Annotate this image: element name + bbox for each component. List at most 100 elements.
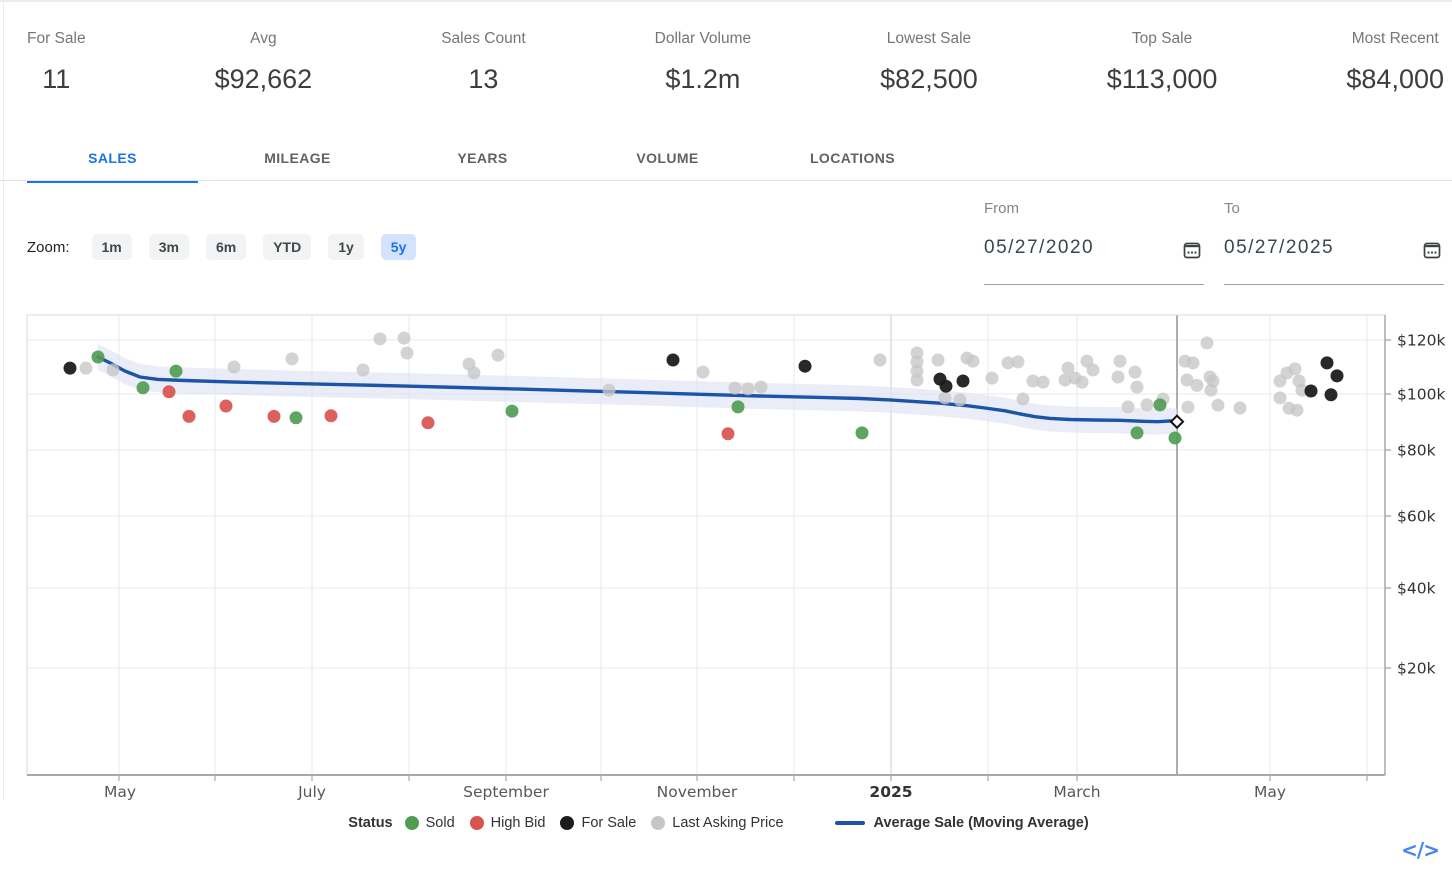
data-point-last_asking[interactable] <box>966 354 980 368</box>
zoom-3m[interactable]: 3m <box>148 234 189 260</box>
data-point-sold[interactable] <box>1168 431 1182 445</box>
data-point-last_asking[interactable] <box>1288 362 1302 376</box>
data-point-last_asking[interactable] <box>910 364 924 378</box>
data-point-last_asking[interactable] <box>754 380 768 394</box>
data-point-for_sale[interactable] <box>1330 369 1344 383</box>
data-point-last_asking[interactable] <box>1186 356 1200 370</box>
data-point-last_asking[interactable] <box>227 360 241 374</box>
data-point-last_asking[interactable] <box>1001 356 1015 370</box>
data-point-for_sale[interactable] <box>1324 388 1338 402</box>
data-point-last_asking[interactable] <box>400 346 414 360</box>
tab-years[interactable]: YEARS <box>457 150 508 166</box>
data-point-last_asking[interactable] <box>910 373 924 387</box>
data-point-sold[interactable] <box>1130 426 1144 440</box>
tab-sales[interactable]: SALES <box>27 138 198 183</box>
price-history-chart[interactable]: $120k $100k $80k $60k $40k $20k May July Septemb… <box>0 300 1452 820</box>
data-point-for_sale[interactable] <box>1304 384 1318 398</box>
data-point-last_asking[interactable] <box>1036 375 1050 389</box>
data-point-last_asking[interactable] <box>938 391 952 405</box>
data-point-last_asking[interactable] <box>873 353 887 367</box>
zoom-ytd[interactable]: YTD <box>263 234 312 260</box>
data-point-last_asking[interactable] <box>1016 392 1030 406</box>
data-point-last_asking[interactable] <box>1113 354 1127 368</box>
data-point-for_sale[interactable] <box>63 361 77 375</box>
legend-item-high-bid[interactable]: High Bid <box>469 815 545 831</box>
data-point-last_asking[interactable] <box>741 382 755 396</box>
data-point-sold[interactable] <box>91 350 105 364</box>
tab-locations[interactable]: LOCATIONS <box>809 150 895 166</box>
data-point-sold[interactable] <box>505 404 519 418</box>
zoom-1y[interactable]: 1y <box>328 234 364 260</box>
data-point-for_sale[interactable] <box>956 374 970 388</box>
data-point-last_asking[interactable] <box>1190 378 1204 392</box>
data-point-last_asking[interactable] <box>467 366 481 380</box>
data-point-last_asking[interactable] <box>1128 365 1142 379</box>
data-point-sold[interactable] <box>731 400 745 414</box>
data-point-last_asking[interactable] <box>1130 380 1144 394</box>
data-point-last_asking[interactable] <box>1180 373 1194 387</box>
data-point-high_bid[interactable] <box>421 416 435 430</box>
data-point-last_asking[interactable] <box>728 381 742 395</box>
calendar-icon[interactable] <box>1182 240 1202 265</box>
data-point-high_bid[interactable] <box>182 409 196 423</box>
data-point-last_asking[interactable] <box>356 363 370 377</box>
data-point-for_sale[interactable] <box>666 353 680 367</box>
data-point-last_asking[interactable] <box>1121 400 1135 414</box>
zoom-5y[interactable]: 5y <box>380 234 417 260</box>
calendar-icon[interactable] <box>1422 240 1442 265</box>
data-point-sold[interactable] <box>289 411 303 425</box>
data-point-sold[interactable] <box>855 426 869 440</box>
data-point-last_asking[interactable] <box>1211 398 1225 412</box>
data-point-sold[interactable] <box>169 364 183 378</box>
data-point-last_asking[interactable] <box>373 332 387 346</box>
data-point-last_asking[interactable] <box>397 331 411 345</box>
embed-code-icon[interactable]: </> <box>1401 838 1440 862</box>
data-point-sold[interactable] <box>136 381 150 395</box>
data-point-last_asking[interactable] <box>106 363 120 377</box>
data-point-last_asking[interactable] <box>79 361 93 375</box>
data-point-for_sale[interactable] <box>1320 356 1334 370</box>
date-from-input[interactable]: 05/27/2020 <box>984 237 1095 258</box>
data-point-high_bid[interactable] <box>162 385 176 399</box>
series-end-marker[interactable] <box>1169 414 1185 430</box>
data-point-high_bid[interactable] <box>721 427 735 441</box>
data-point-last_asking[interactable] <box>1011 355 1025 369</box>
legend-item-for-sale[interactable]: For Sale <box>560 815 636 831</box>
legend-item-last-asking[interactable]: Last Asking Price <box>651 815 784 831</box>
data-point-high_bid[interactable] <box>324 409 338 423</box>
data-point-last_asking[interactable] <box>1111 370 1125 384</box>
data-point-for_sale[interactable] <box>939 379 953 393</box>
data-point-last_asking[interactable] <box>910 346 924 360</box>
data-point-last_asking[interactable] <box>491 348 505 362</box>
data-point-last_asking[interactable] <box>1140 398 1154 412</box>
data-point-last_asking[interactable] <box>931 353 945 367</box>
data-point-last_asking[interactable] <box>1181 400 1195 414</box>
data-point-last_asking[interactable] <box>910 355 924 369</box>
data-point-last_asking[interactable] <box>985 371 999 385</box>
data-point-last_asking[interactable] <box>1233 401 1247 415</box>
tab-volume[interactable]: VOLUME <box>636 150 699 166</box>
data-point-last_asking[interactable] <box>1061 361 1075 375</box>
data-point-last_asking[interactable] <box>696 365 710 379</box>
data-point-last_asking[interactable] <box>1075 375 1089 389</box>
data-point-last_asking[interactable] <box>1086 363 1100 377</box>
data-point-last_asking[interactable] <box>1273 391 1287 405</box>
tab-mileage[interactable]: MILEAGE <box>264 150 331 166</box>
data-point-last_asking[interactable] <box>1058 373 1072 387</box>
zoom-1m[interactable]: 1m <box>91 234 132 260</box>
zoom-6m[interactable]: 6m <box>205 234 247 260</box>
data-point-for_sale[interactable] <box>798 359 812 373</box>
data-point-last_asking[interactable] <box>285 352 299 366</box>
date-to-input[interactable]: 05/27/2025 <box>1224 237 1335 258</box>
legend-item-average-sale[interactable]: Average Sale (Moving Average) <box>834 815 1089 831</box>
data-point-last_asking[interactable] <box>953 393 967 407</box>
data-point-last_asking[interactable] <box>602 383 616 397</box>
data-point-last_asking[interactable] <box>1204 383 1218 397</box>
legend-item-sold[interactable]: Sold <box>404 815 455 831</box>
data-point-last_asking[interactable] <box>1200 336 1214 350</box>
data-point-high_bid[interactable] <box>267 409 281 423</box>
data-point-sold[interactable] <box>1153 398 1167 412</box>
data-point-last_asking[interactable] <box>1290 403 1304 417</box>
data-point-high_bid[interactable] <box>219 399 233 413</box>
data-point-last_asking[interactable] <box>1026 374 1040 388</box>
